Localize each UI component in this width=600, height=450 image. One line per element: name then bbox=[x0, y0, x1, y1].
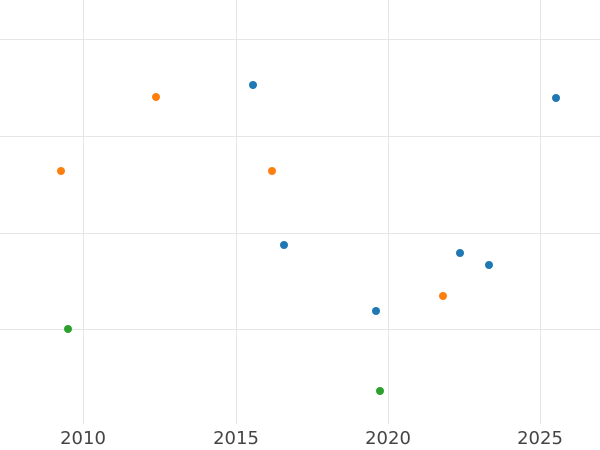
data-point-blue bbox=[485, 261, 493, 269]
data-point-orange bbox=[268, 167, 276, 175]
x-tick-label: 2010 bbox=[60, 428, 106, 449]
x-tick-label: 2025 bbox=[517, 428, 563, 449]
data-point-blue bbox=[372, 307, 380, 315]
data-point-orange bbox=[57, 167, 65, 175]
data-point-green bbox=[64, 325, 72, 333]
data-point-blue bbox=[280, 241, 288, 249]
data-point-orange bbox=[439, 292, 447, 300]
data-point-green bbox=[376, 387, 384, 395]
data-point-blue bbox=[456, 249, 464, 257]
gridline-vertical bbox=[540, 0, 541, 424]
gridline-horizontal bbox=[0, 39, 600, 40]
gridline-vertical bbox=[388, 0, 389, 424]
x-tick-label: 2020 bbox=[365, 428, 411, 449]
data-point-orange bbox=[152, 93, 160, 101]
gridline-vertical bbox=[83, 0, 84, 424]
x-tick-label: 2015 bbox=[213, 428, 259, 449]
data-point-blue bbox=[249, 81, 257, 89]
data-point-blue bbox=[552, 94, 560, 102]
gridline-horizontal bbox=[0, 233, 600, 234]
gridline-vertical bbox=[236, 0, 237, 424]
gridline-horizontal bbox=[0, 136, 600, 137]
gridline-horizontal bbox=[0, 329, 600, 330]
